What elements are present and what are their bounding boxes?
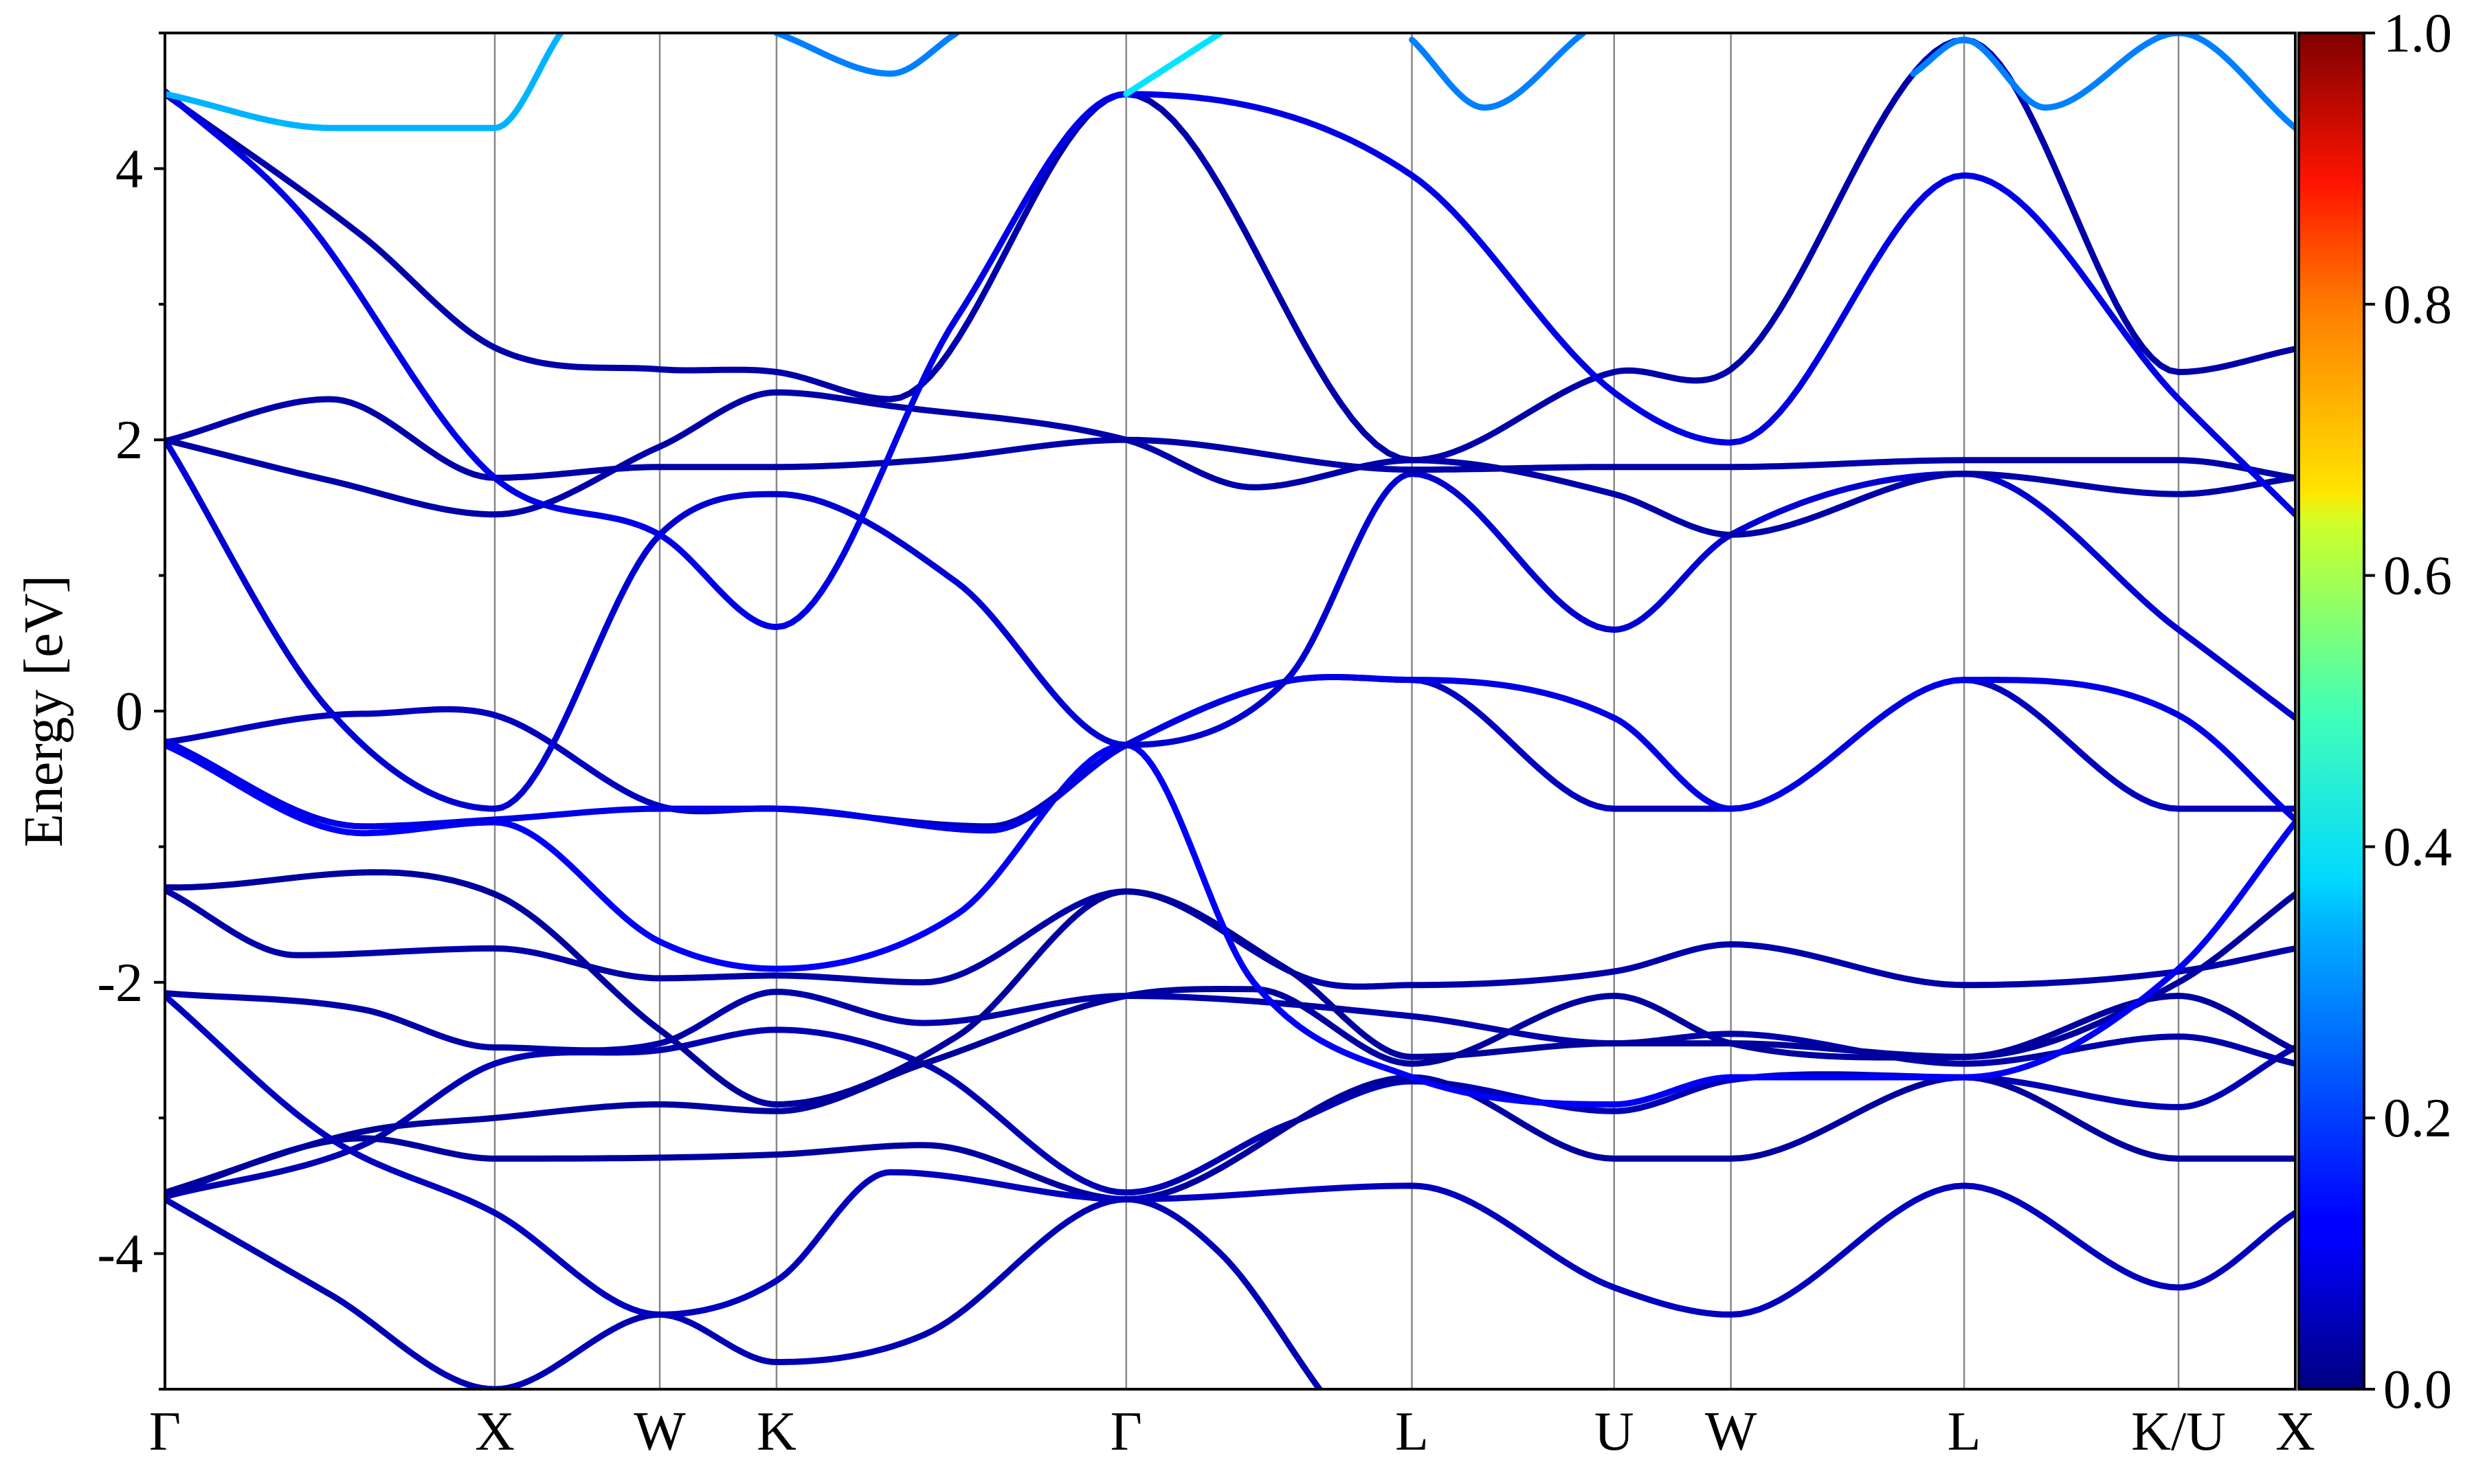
y-axis: -4 -2 0 2 4 (97, 32, 165, 1391)
x-tick-label: U (1594, 1402, 1634, 1462)
band-11 (165, 674, 2295, 834)
band-13 (165, 389, 2295, 538)
band-6 (165, 993, 2295, 1318)
colorbar-tick-label: 0.8 (2383, 275, 2452, 335)
x-tick-label: W (634, 1402, 686, 1462)
x-tick-label: K (757, 1402, 796, 1462)
x-tick-label: X (2275, 1402, 2315, 1462)
band-20 (1409, 33, 1587, 111)
colorbar-tick-label: 0.6 (2383, 546, 2452, 607)
band-5 (165, 989, 2295, 1067)
x-tick-label: Γ (1111, 1402, 1142, 1462)
x-axis: Γ X W K Γ L U W L K/U X (149, 1402, 2315, 1462)
band-21 (1910, 33, 2295, 131)
band-9 (165, 741, 2295, 1108)
colorbar-tick-label: 0.2 (2383, 1088, 2452, 1149)
high-symmetry-gridlines (493, 33, 2180, 1389)
band-16 (165, 88, 2295, 631)
band-8 (165, 869, 2295, 1108)
band-18 (773, 33, 960, 77)
band-lines (165, 33, 2295, 1389)
x-tick-label: W (1705, 1402, 1757, 1462)
x-tick-label: Γ (149, 1402, 181, 1462)
y-tick-label: 0 (115, 682, 143, 742)
band-12 (165, 436, 2295, 812)
colorbar-tick-label: 1.0 (2383, 3, 2452, 64)
band-19 (1123, 33, 1224, 98)
x-tick-label: X (475, 1402, 515, 1462)
colorbar-tick-label: 0.4 (2383, 817, 2452, 877)
y-axis-label: Energy [eV] (14, 575, 74, 847)
y-tick-label: -4 (97, 1224, 143, 1285)
y-tick-label: 4 (115, 139, 143, 199)
x-tick-label: L (1395, 1402, 1429, 1462)
y-tick-label: -2 (97, 953, 143, 1013)
x-tick-label: K/U (2131, 1402, 2226, 1462)
colorbar-gradient (2297, 32, 2365, 1391)
colorbar: 0.0 0.2 0.4 0.6 0.8 1.0 (2297, 3, 2452, 1420)
y-tick-label: 2 (115, 410, 143, 471)
x-tick-label: L (1948, 1402, 1981, 1462)
colorbar-tick-label: 0.0 (2383, 1360, 2452, 1420)
band-17 (165, 33, 564, 131)
band-1 (165, 1196, 1323, 1389)
band-4 (165, 1074, 2295, 1203)
